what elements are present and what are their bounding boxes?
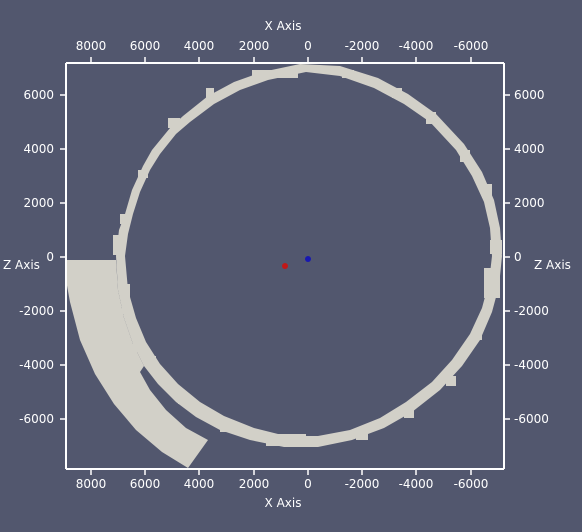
ring-notch bbox=[472, 330, 482, 340]
ring-notch bbox=[426, 112, 436, 124]
x-tick-label: 0 bbox=[304, 477, 312, 491]
z-tick-label: 2000 bbox=[23, 196, 54, 210]
ring-notch bbox=[220, 422, 230, 432]
ring-notch bbox=[392, 88, 402, 98]
ring-notch bbox=[113, 235, 123, 255]
x-tick-label: 8000 bbox=[76, 39, 107, 53]
x-tick-label: -2000 bbox=[345, 39, 380, 53]
x-axis-title-top: X Axis bbox=[265, 19, 302, 33]
x-tick-label: 4000 bbox=[184, 39, 215, 53]
ring-notch bbox=[482, 184, 492, 198]
ring-notch bbox=[150, 356, 156, 364]
x-tick-label: 2000 bbox=[239, 477, 270, 491]
z-axis-title-left: Z Axis bbox=[3, 258, 40, 272]
z-tick-label: 4000 bbox=[23, 142, 54, 156]
ring-notch bbox=[342, 70, 354, 78]
ring-notch bbox=[460, 150, 470, 162]
z-tick-labels-left: 6000 4000 2000 0 -2000 -4000 -6000 bbox=[19, 88, 54, 426]
x-tick-label: -4000 bbox=[399, 39, 434, 53]
ring-notch bbox=[206, 88, 214, 100]
x-tick-label: 8000 bbox=[76, 477, 107, 491]
x-tick-label: 6000 bbox=[130, 477, 161, 491]
z-tick-labels-right: 6000 4000 2000 0 -2000 -4000 -6000 bbox=[514, 88, 549, 426]
ring-notch bbox=[484, 268, 500, 298]
z-tick-label: 6000 bbox=[23, 88, 54, 102]
ring-notch bbox=[120, 214, 130, 224]
x-tick-label: 4000 bbox=[184, 477, 215, 491]
z-axis-title-right: Z Axis bbox=[534, 258, 571, 272]
ring-notch bbox=[168, 118, 180, 128]
z-tick-label: 0 bbox=[514, 250, 522, 264]
z-tick-label: 2000 bbox=[514, 196, 545, 210]
ring-notch bbox=[446, 376, 456, 386]
x-tick-label: -2000 bbox=[345, 477, 380, 491]
z-tick-label: -2000 bbox=[19, 304, 54, 318]
ring-notch bbox=[252, 70, 298, 78]
z-tick-label: -6000 bbox=[514, 412, 549, 426]
x-tick-label: -4000 bbox=[399, 477, 434, 491]
red-marker[interactable] bbox=[282, 263, 288, 269]
tick-marks bbox=[60, 57, 510, 475]
x-tick-label: -6000 bbox=[454, 39, 489, 53]
ring-notch bbox=[122, 284, 130, 314]
z-tick-label: -2000 bbox=[514, 304, 549, 318]
ring-notch bbox=[490, 240, 502, 254]
z-tick-label: 6000 bbox=[514, 88, 545, 102]
x-tick-label: 0 bbox=[304, 39, 312, 53]
ring-notch bbox=[178, 394, 188, 404]
x-tick-label: 2000 bbox=[239, 39, 270, 53]
x-tick-label: -6000 bbox=[454, 477, 489, 491]
x-tick-labels-top: 8000 6000 4000 2000 0 -2000 -4000 -6000 bbox=[76, 39, 489, 53]
plot-frame bbox=[65, 62, 505, 470]
ring-lower-left-segment bbox=[66, 260, 208, 468]
ring-notch bbox=[404, 408, 414, 418]
x-tick-labels-bottom: 8000 6000 4000 2000 0 -2000 -4000 -6000 bbox=[76, 477, 489, 491]
z-tick-label: -4000 bbox=[19, 358, 54, 372]
z-tick-label: 0 bbox=[46, 250, 54, 264]
x-axis-title-bottom: X Axis bbox=[265, 496, 302, 510]
blue-marker[interactable] bbox=[305, 256, 311, 262]
x-tick-label: 6000 bbox=[130, 39, 161, 53]
ring-notch bbox=[138, 170, 148, 178]
ring-notch bbox=[356, 432, 368, 440]
z-tick-label: -4000 bbox=[514, 358, 549, 372]
z-tick-label: -6000 bbox=[19, 412, 54, 426]
ring-notch bbox=[266, 434, 306, 446]
ring-geometry bbox=[66, 64, 502, 468]
z-tick-label: 4000 bbox=[514, 142, 545, 156]
ring-notch bbox=[133, 330, 141, 352]
